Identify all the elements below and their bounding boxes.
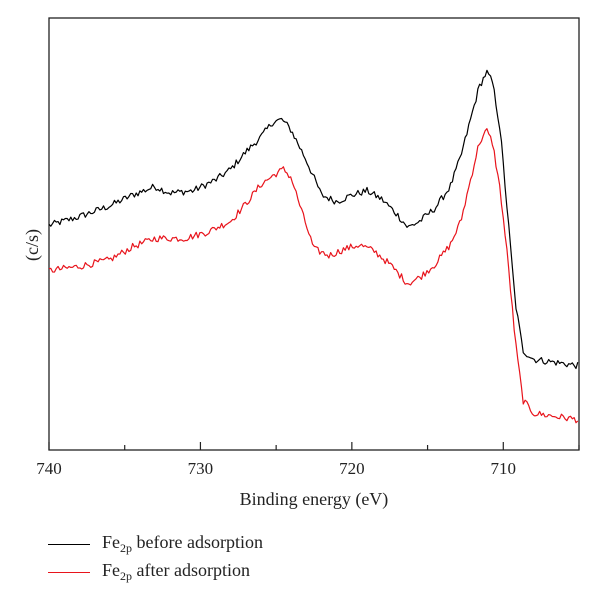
legend-label-before-tail: before adsorption (132, 532, 263, 552)
legend-label-after-tail: after adsorption (132, 560, 250, 580)
series-line-after (48, 128, 579, 424)
legend-label-before-sub: 2p (120, 541, 132, 555)
x-tick-label: 720 (339, 459, 365, 478)
plot-frame (48, 17, 580, 451)
legend: Fe2p before adsorption Fe2p after adsorp… (48, 530, 448, 586)
legend-label-after-main: Fe (102, 560, 120, 580)
series-layer (48, 69, 579, 424)
legend-swatch-before (48, 543, 90, 545)
legend-label-before: Fe2p before adsorption (102, 532, 263, 556)
legend-swatch-after (48, 571, 90, 573)
x-axis-ticks: 740 730 720 710 (36, 442, 580, 478)
plot-area: 740 730 720 710 (36, 17, 580, 478)
x-tick-label: 740 (36, 459, 62, 478)
legend-label-after: Fe2p after adsorption (102, 560, 250, 584)
x-axis-title: Binding energy (eV) (240, 489, 389, 510)
legend-label-after-sub: 2p (120, 569, 132, 583)
x-tick-label: 710 (491, 459, 517, 478)
x-tick-label: 730 (188, 459, 214, 478)
legend-item-before: Fe2p before adsorption (48, 530, 448, 558)
series-line-before (48, 69, 579, 370)
y-axis-title: (c/s) (22, 229, 43, 261)
legend-item-after: Fe2p after adsorption (48, 558, 448, 586)
legend-label-before-main: Fe (102, 532, 120, 552)
